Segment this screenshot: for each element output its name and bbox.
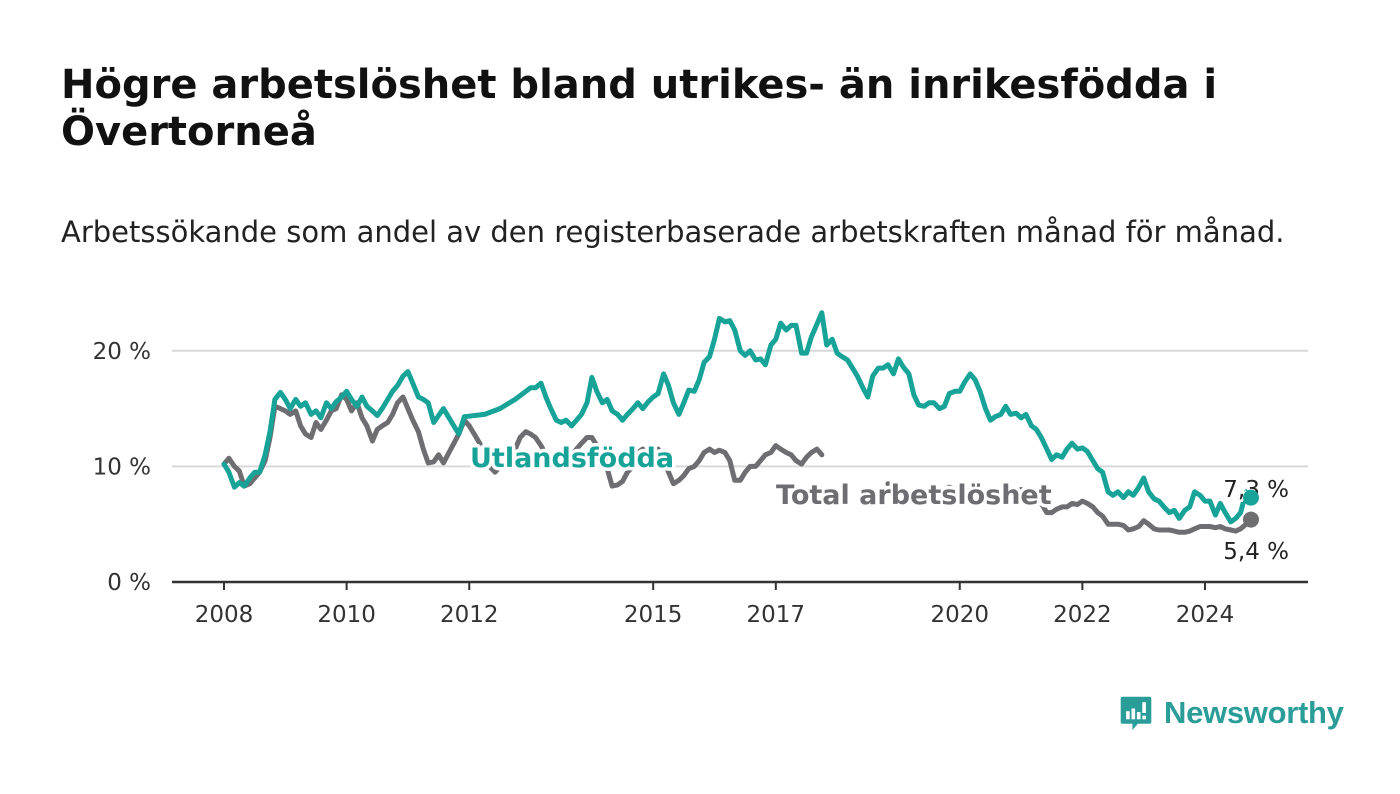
x-tick-label: 2015 [624, 602, 683, 628]
x-tick-label: 2024 [1176, 602, 1235, 628]
series-line-utlandsfodda [221, 310, 1254, 525]
x-tick-label: 2008 [195, 602, 254, 628]
y-tick-label: 20 % [93, 339, 151, 365]
end-label-total-arbetsloshet: 5,4 % [1223, 539, 1289, 565]
bar-chart-speech-bubble-icon [1120, 696, 1152, 731]
x-tick-label: 2017 [747, 602, 806, 628]
end-point-total-arbetsloshet [1242, 511, 1259, 528]
series-line-total-arbetsloshet [885, 481, 1254, 535]
x-axis-ticks: 2008 2010 2012 2015 2017 2020 2022 2024 [195, 582, 1235, 628]
x-tick-label: 2010 [317, 602, 376, 628]
brand-name: Newsworthy [1164, 695, 1344, 730]
series-lines [221, 310, 1254, 535]
grid-lines [172, 349, 1308, 584]
x-tick-label: 2012 [440, 602, 499, 628]
y-tick-label: 0 % [107, 570, 151, 596]
end-point-utlandsfodda [1242, 489, 1259, 506]
series-line-total-arbetsloshet [221, 392, 825, 489]
newsworthy-logo: Newsworthy [1118, 690, 1344, 736]
x-tick-label: 2020 [930, 602, 989, 628]
series-label-total-arbetsloshet: Total arbetslöshet [776, 480, 1052, 511]
x-tick-label: 2022 [1053, 602, 1112, 628]
y-tick-label: 10 % [93, 454, 151, 480]
series-labels: Utlandsfödda Total arbetslöshet [467, 440, 1056, 515]
series-label-utlandsfodda: Utlandsfödda [470, 443, 674, 474]
end-markers: 7,3 % 5,4 % [1221, 475, 1292, 568]
chart-subtitle: Arbetssökande som andel av den registerb… [61, 215, 1285, 249]
chart-title: Högre arbetslöshet bland utrikes- än inr… [61, 62, 1218, 155]
y-axis-ticks: 0 % 10 % 20 % [93, 339, 151, 596]
